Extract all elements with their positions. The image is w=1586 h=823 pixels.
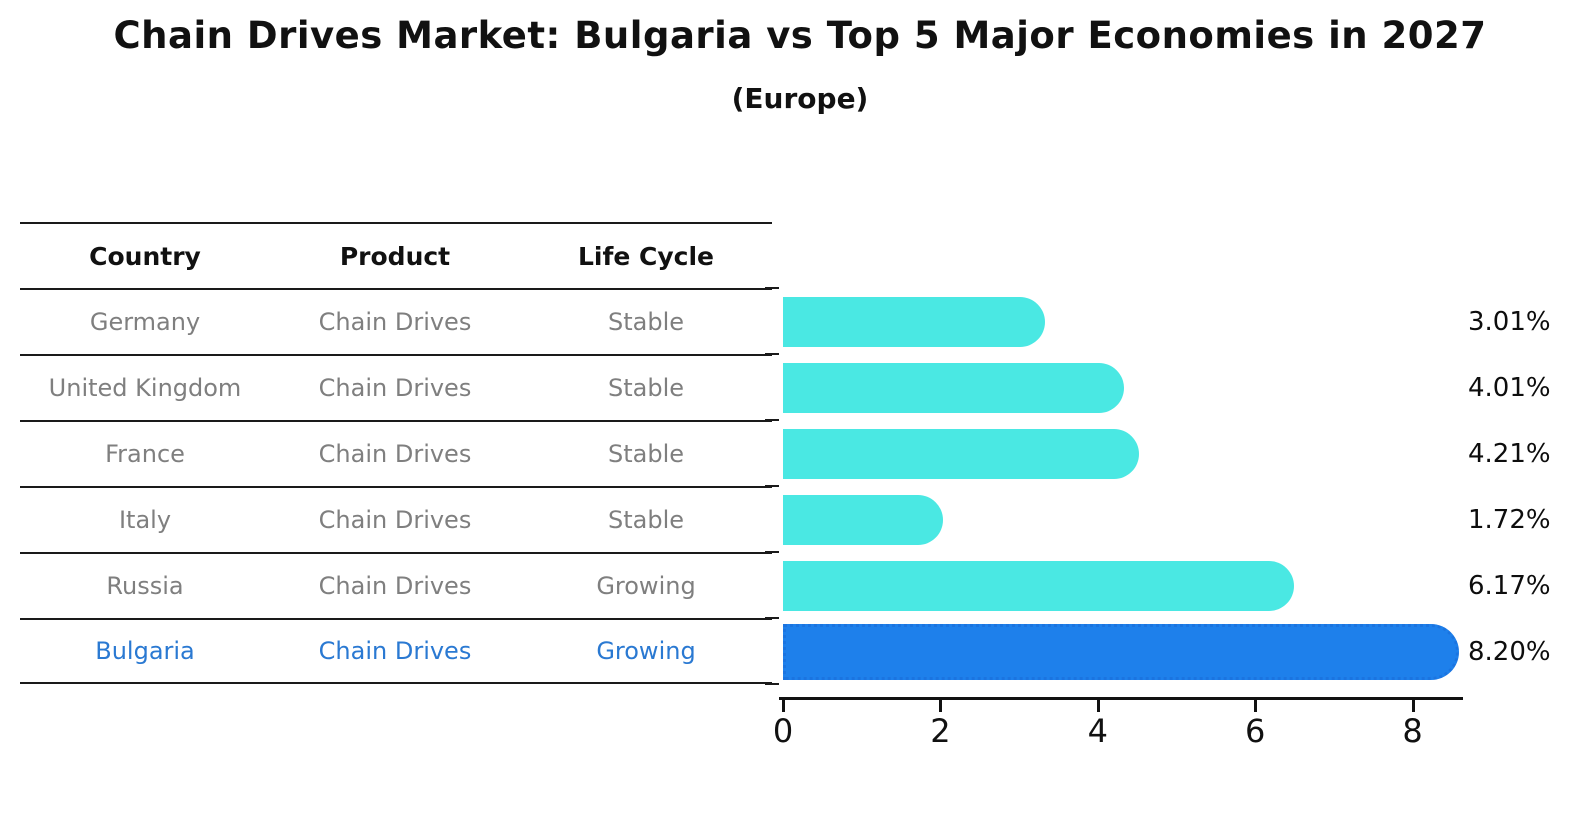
table-header-cell: Country — [89, 241, 201, 271]
bar-united-kingdom — [783, 362, 1124, 413]
table-header-cell: Product — [339, 241, 451, 271]
table-cell-life-cycle: Growing — [596, 572, 696, 600]
table-cell-life-cycle: Stable — [607, 374, 685, 402]
x-axis-tick-label: 0 — [772, 712, 794, 750]
y-axis-tick — [765, 617, 779, 619]
table-row: Italy Chain Drives Stable — [20, 486, 772, 552]
x-axis-tick-label: 8 — [1402, 712, 1423, 750]
x-axis-tick — [1254, 699, 1258, 712]
bar-value-label: 1.72% — [1468, 504, 1551, 535]
bar-value-label: 4.01% — [1468, 372, 1551, 403]
y-axis-tick — [765, 287, 779, 289]
table-cell-country: Russia — [106, 572, 184, 600]
y-axis-tick — [765, 551, 779, 553]
bar-france — [783, 428, 1140, 479]
bar-value-label: 8.20% — [1468, 636, 1551, 667]
x-axis-tick-label: 6 — [1245, 712, 1266, 750]
bar-germany — [783, 296, 1045, 347]
table-row: Russia Chain Drives Growing — [20, 552, 772, 618]
table-cell-country: Italy — [118, 506, 172, 534]
x-axis-tick — [1096, 699, 1100, 712]
table-cell-country: Germany — [89, 308, 201, 336]
table-cell-country: Bulgaria — [95, 637, 195, 665]
table-header-row: Country Product Life Cycle — [20, 222, 772, 288]
x-axis-tick — [1411, 699, 1415, 712]
table-row: United Kingdom Chain Drives Stable — [20, 354, 772, 420]
x-axis-tick — [939, 699, 943, 712]
table-row: France Chain Drives Stable — [20, 420, 772, 486]
y-axis-tick — [765, 683, 779, 685]
chart-title: Chain Drives Market: Bulgaria vs Top 5 M… — [113, 14, 1487, 57]
x-axis-tick-label: 4 — [1087, 712, 1108, 750]
table-cell-product: Chain Drives — [318, 374, 472, 402]
x-axis-tick-label: 2 — [930, 712, 951, 750]
table-cell-life-cycle: Stable — [607, 440, 685, 468]
bar-russia — [783, 560, 1294, 611]
table-row: Germany Chain Drives Stable — [20, 288, 772, 354]
y-axis-tick — [765, 485, 779, 487]
bar-italy — [783, 494, 944, 545]
table-cell-country: United Kingdom — [48, 374, 242, 402]
bar-value-label: 6.17% — [1468, 570, 1551, 601]
table-cell-product: Chain Drives — [318, 572, 472, 600]
table-cell-country: France — [105, 440, 185, 468]
x-axis-line — [779, 697, 1463, 700]
x-axis-tick — [782, 699, 785, 712]
bar-highlight-bulgaria — [783, 623, 1460, 680]
table-cell-life-cycle: Stable — [607, 506, 685, 534]
table-cell-product: Chain Drives — [318, 308, 472, 336]
y-axis-tick — [765, 419, 779, 421]
table-header-cell: Life Cycle — [577, 241, 715, 271]
y-axis-tick — [765, 353, 779, 355]
bar-value-label: 3.01% — [1468, 306, 1551, 337]
table-cell-life-cycle: Growing — [596, 637, 696, 665]
table-cell-product: Chain Drives — [318, 440, 472, 468]
table-cell-life-cycle: Stable — [607, 308, 685, 336]
table-row: Bulgaria Chain Drives Growing — [20, 618, 772, 684]
bar-value-label: 4.21% — [1468, 438, 1551, 469]
chart-subtitle: (Europe) — [731, 82, 869, 115]
table-cell-product: Chain Drives — [318, 637, 472, 665]
table-cell-product: Chain Drives — [318, 506, 472, 534]
